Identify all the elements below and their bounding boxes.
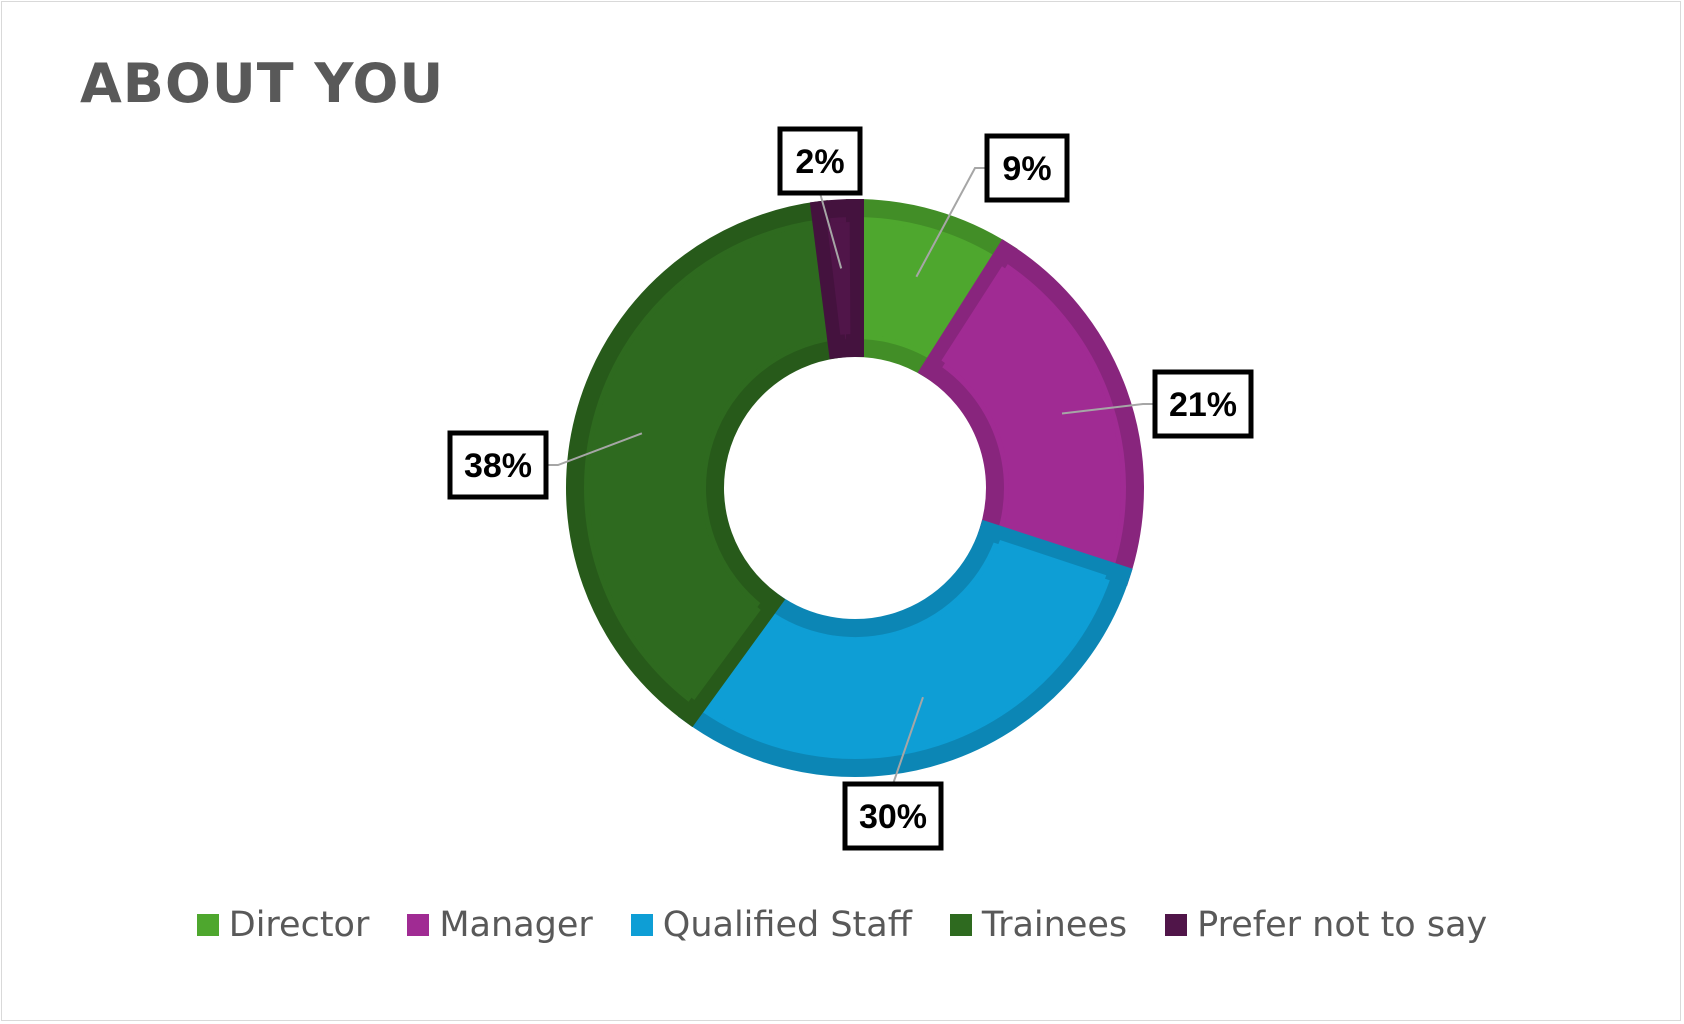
data-label-prefer-not-to-say: 2%	[795, 143, 844, 181]
leader-line-manager	[1061, 403, 1155, 415]
legend-swatch-manager	[407, 914, 430, 936]
data-label-director: 9%	[1002, 150, 1051, 188]
legend-label-manager: Manager	[439, 905, 593, 945]
leader-line-director	[915, 167, 987, 278]
legend-item-director: Director	[196, 905, 370, 945]
data-label-manager: 21%	[1169, 386, 1237, 424]
donut-slice-fill-trainees	[589, 224, 832, 701]
legend-item-prefer-not-to-say: Prefer not to say	[1165, 905, 1487, 945]
donut-slice-fill-prefer-not-to-say	[826, 222, 851, 335]
data-label-box-director	[984, 133, 1070, 203]
leader-line-trainees	[546, 432, 643, 466]
legend-swatch-prefer-not-to-say	[1165, 914, 1188, 936]
data-label-box-manager	[1152, 369, 1254, 439]
legend-label-director: Director	[228, 905, 370, 945]
donut-slice-fill-qualified-staff	[702, 539, 1107, 755]
data-label-box-prefer-not-to-say	[777, 126, 863, 196]
chart-title: ABOUT YOU	[80, 52, 445, 115]
leader-line-prefer-not-to-say	[819, 192, 843, 269]
data-label-qualified-staff: 30%	[859, 798, 927, 836]
legend-swatch-qualified-staff	[630, 914, 653, 936]
donut-slice-fill-manager	[941, 266, 1121, 566]
data-label-box-qualified-staff	[842, 781, 944, 851]
legend-label-prefer-not-to-say: Prefer not to say	[1197, 905, 1488, 945]
legend-swatch-trainees	[949, 914, 972, 936]
legend-swatch-director	[196, 914, 219, 936]
leader-line-qualified-staff	[892, 696, 924, 785]
legend-label-trainees: Trainees	[981, 905, 1128, 945]
legend-item-qualified-staff: Qualified Staff	[630, 905, 912, 945]
legend-item-manager: Manager	[407, 905, 593, 945]
legend: Director Manager Qualified Staff Trainee…	[0, 905, 1684, 945]
data-label-trainees: 38%	[464, 447, 532, 485]
donut-slice-fill-director	[859, 222, 994, 356]
legend-item-trainees: Trainees	[949, 905, 1128, 945]
data-label-box-trainees	[447, 430, 549, 500]
legend-label-qualified-staff: Qualified Staff	[662, 905, 912, 945]
